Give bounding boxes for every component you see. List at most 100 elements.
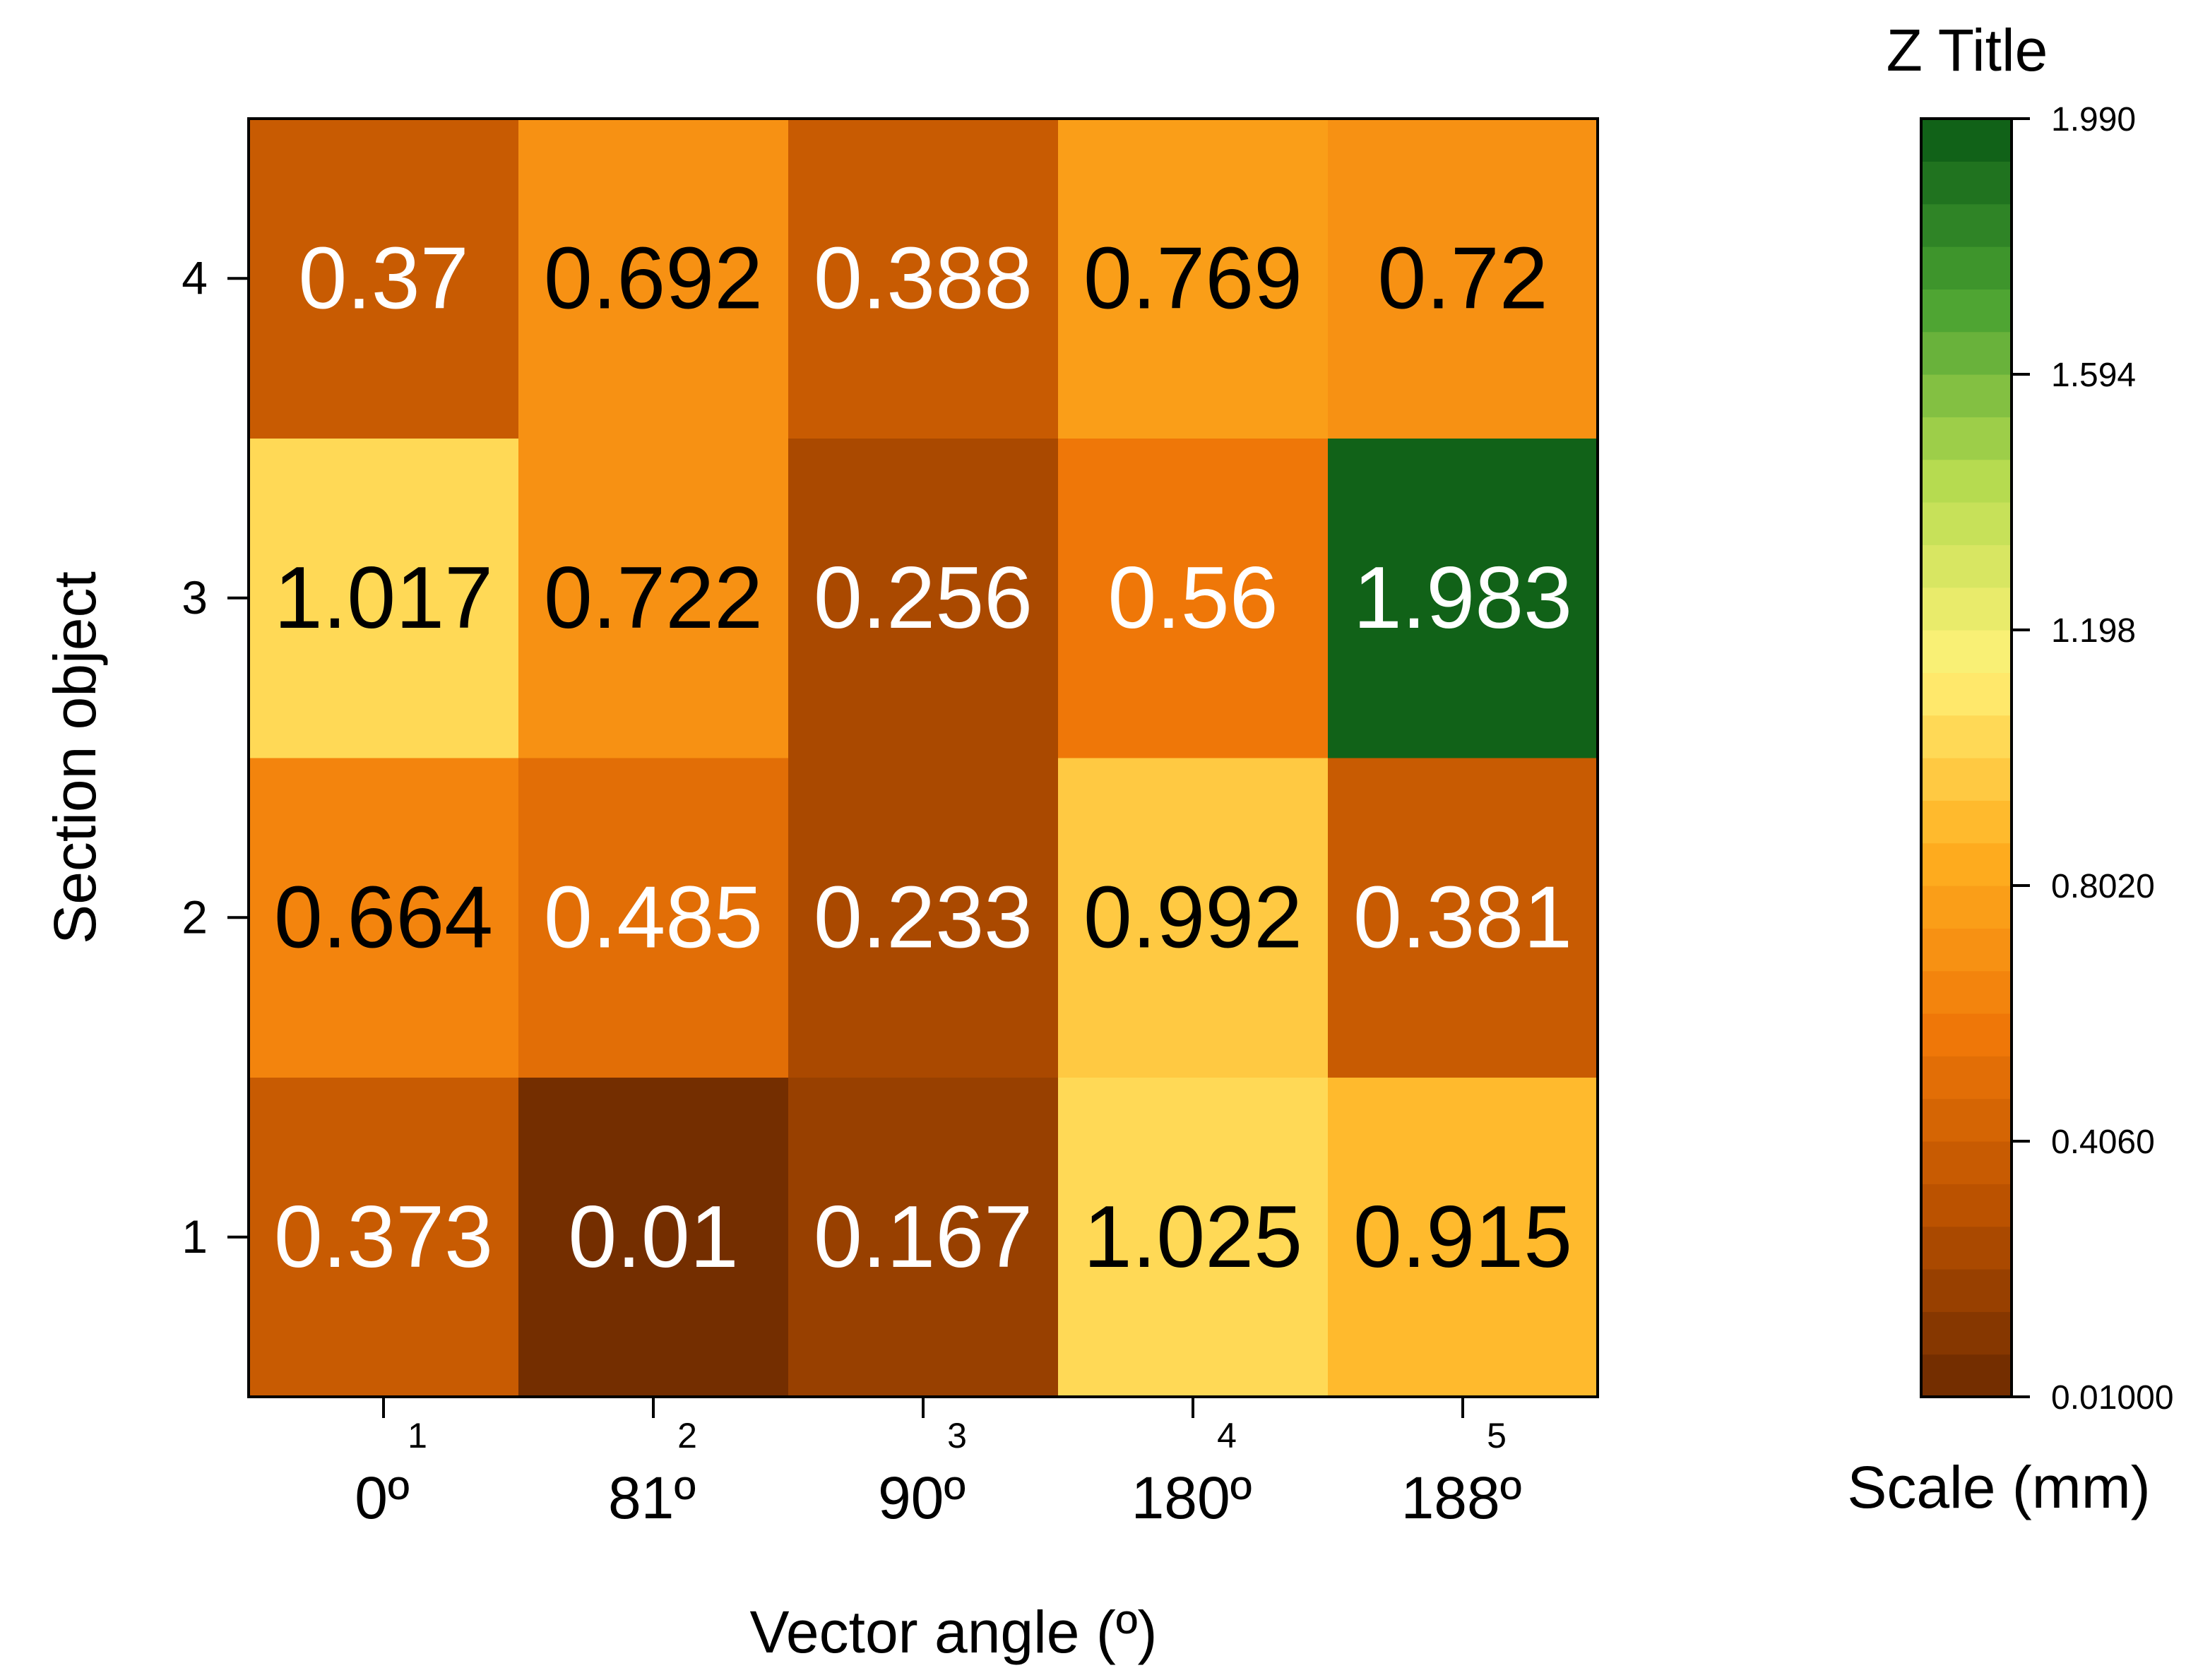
heatmap-cell bbox=[1058, 758, 1329, 1078]
x-category-label: 81º bbox=[608, 1465, 696, 1531]
y-tick-label: 3 bbox=[182, 571, 208, 624]
x-category-label: 0º bbox=[355, 1465, 409, 1531]
cell-value-label: 0.256 bbox=[814, 549, 1033, 647]
colorbar-level bbox=[1921, 1354, 2012, 1398]
heatmap-cell bbox=[788, 758, 1059, 1078]
colorbar-level bbox=[1921, 1013, 2012, 1056]
cell-value-labels: 0.373 0.01 0.167 1.025 0.915 0.664 0.485 0.233 0… bbox=[274, 230, 1572, 1286]
colorbar-tick-label: 1.198 bbox=[2051, 612, 2136, 650]
x-tick-label: 1 bbox=[408, 1416, 427, 1455]
heatmap-cell bbox=[788, 1077, 1059, 1398]
colorbar-level bbox=[1921, 1226, 2012, 1270]
cell-value-label: 1.983 bbox=[1353, 549, 1572, 647]
x-category-label: 90º bbox=[878, 1465, 966, 1531]
cell-value-label: 0.373 bbox=[274, 1188, 493, 1286]
heatmap-cell bbox=[518, 438, 789, 758]
heatmap-cell bbox=[1058, 438, 1329, 758]
heatmap-cell bbox=[518, 119, 789, 439]
x-tick-label: 3 bbox=[947, 1416, 967, 1455]
heatmap-cell bbox=[249, 758, 519, 1078]
heatmap-cell bbox=[1328, 758, 1598, 1078]
colorbar-level bbox=[1921, 417, 2012, 460]
colorbar-tick-label: 0.8020 bbox=[2051, 868, 2155, 905]
colorbar-level bbox=[1921, 502, 2012, 545]
cell-value-label: 0.915 bbox=[1353, 1188, 1572, 1286]
x-category-label: 180º bbox=[1131, 1465, 1252, 1531]
cell-value-label: 0.388 bbox=[814, 230, 1033, 327]
colorbar-level bbox=[1921, 246, 2012, 290]
y-tick-label: 4 bbox=[182, 251, 208, 304]
colorbar-level bbox=[1921, 587, 2012, 631]
colorbar-level bbox=[1921, 630, 2012, 673]
heatmap-cell bbox=[518, 758, 789, 1078]
colorbar-tick-label: 0.4060 bbox=[2051, 1124, 2155, 1161]
colorbar-ticks: 0.01000 0.4060 0.8020 1.198 1.594 1.990 bbox=[2012, 101, 2174, 1417]
colorbar-level bbox=[1921, 289, 2012, 333]
colorbar-level bbox=[1921, 1141, 2012, 1184]
heatmap-cell bbox=[788, 438, 1059, 758]
y-tick-label: 2 bbox=[182, 890, 208, 943]
colorbar-level bbox=[1921, 1056, 2012, 1100]
heatmap-cell bbox=[518, 1077, 789, 1398]
colorbar-level bbox=[1921, 970, 2012, 1014]
cell-value-label: 0.72 bbox=[1377, 230, 1548, 327]
cell-value-label: 0.722 bbox=[544, 549, 763, 647]
cell-value-label: 0.233 bbox=[814, 869, 1033, 966]
cell-value-label: 0.692 bbox=[544, 230, 763, 327]
colorbar-frame bbox=[1920, 117, 2013, 1398]
colorbar-level bbox=[1921, 1184, 2012, 1227]
cell-value-label: 0.167 bbox=[814, 1188, 1033, 1286]
heatmap-cell bbox=[1058, 119, 1329, 439]
cell-value-label: 0.37 bbox=[298, 230, 468, 327]
colorbar-level bbox=[1921, 331, 2012, 375]
colorbar-level bbox=[1921, 800, 2012, 844]
colorbar-level bbox=[1921, 886, 2012, 929]
heatmap-cell bbox=[249, 1077, 519, 1398]
colorbar-level bbox=[1921, 758, 2012, 801]
colorbar-level bbox=[1921, 1311, 2012, 1355]
colorbar-level bbox=[1921, 842, 2012, 886]
colorbar-level bbox=[1921, 374, 2012, 417]
colorbar bbox=[1921, 119, 2012, 1398]
cell-value-label: 0.381 bbox=[1353, 869, 1572, 966]
x-axis-title: Vector angle (º) bbox=[750, 1599, 1158, 1665]
colorbar-level bbox=[1921, 119, 2012, 162]
heatmap-cell bbox=[1328, 119, 1598, 439]
heatmap-cell bbox=[788, 119, 1059, 439]
cell-value-label: 1.017 bbox=[274, 549, 493, 647]
colorbar-title: Z Title bbox=[1887, 17, 2048, 83]
cell-value-label: 1.025 bbox=[1083, 1188, 1302, 1286]
heatmap-cells bbox=[249, 119, 1598, 1398]
x-tick-label: 5 bbox=[1487, 1416, 1507, 1455]
colorbar-level bbox=[1921, 459, 2012, 503]
colorbar-label: Scale (mm) bbox=[1847, 1454, 2150, 1520]
colorbar-level bbox=[1921, 1269, 2012, 1312]
cell-value-label: 0.664 bbox=[274, 869, 493, 966]
cell-value-label: 0.01 bbox=[568, 1188, 738, 1286]
colorbar-level bbox=[1921, 672, 2012, 716]
y-axis-title: Section object bbox=[42, 571, 108, 944]
colorbar-level bbox=[1921, 203, 2012, 247]
y-tick-label: 1 bbox=[182, 1210, 208, 1263]
cell-value-label: 0.769 bbox=[1083, 230, 1302, 327]
axes: 1 0º 2 81º 3 90º 4 180º 5 188º 1 2 3 4 bbox=[182, 251, 1521, 1531]
colorbar-level bbox=[1921, 928, 2012, 972]
colorbar-tick-label: 1.990 bbox=[2051, 101, 2136, 138]
colorbar-level bbox=[1921, 161, 2012, 205]
colorbar-level bbox=[1921, 1098, 2012, 1142]
heatmap-cell bbox=[1328, 438, 1598, 758]
colorbar-tick-label: 1.594 bbox=[2051, 357, 2136, 394]
x-tick-label: 4 bbox=[1217, 1416, 1237, 1455]
colorbar-level bbox=[1921, 544, 2012, 588]
cell-value-label: 0.56 bbox=[1107, 549, 1278, 647]
colorbar-level bbox=[1921, 715, 2012, 758]
heatmap-cell bbox=[249, 438, 519, 758]
x-tick-label: 2 bbox=[677, 1416, 697, 1455]
cell-value-label: 0.992 bbox=[1083, 869, 1302, 966]
heatmap-cell bbox=[1058, 1077, 1329, 1398]
colorbar-tick-label: 0.01000 bbox=[2051, 1379, 2174, 1417]
x-category-label: 188º bbox=[1401, 1465, 1522, 1531]
cell-value-label: 0.485 bbox=[544, 869, 763, 966]
heatmap-cell bbox=[249, 119, 519, 439]
